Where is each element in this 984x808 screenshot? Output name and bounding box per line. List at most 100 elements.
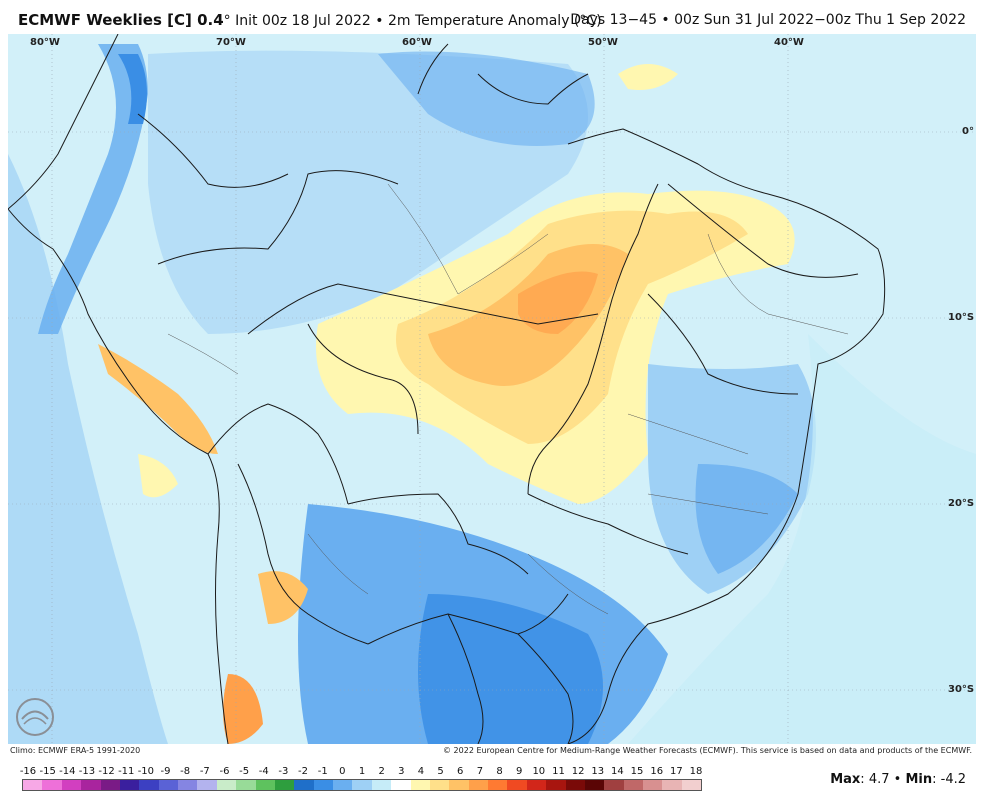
- colorbar-swatch: [178, 780, 198, 790]
- lat-label-10s: 10°S: [948, 312, 975, 323]
- colorbar-swatch: [216, 780, 237, 790]
- colorbar-swatch: [507, 780, 527, 790]
- colorbar-tick-label: -13: [78, 766, 96, 777]
- colorbar-tick-label: 16: [650, 766, 664, 777]
- colorbar-tick-label: 2: [378, 766, 385, 777]
- anomaly-zone-central-dark-orange: [518, 271, 598, 334]
- colorbar-swatch: [42, 780, 62, 790]
- lon-label-80w: 80°W: [30, 37, 60, 48]
- colorbar-tick-label: -15: [39, 766, 56, 777]
- colorbar-tick-label: 10: [532, 766, 546, 777]
- anomaly-zone-east-coast-cold: [695, 464, 798, 574]
- colorbar-tick-label: -4: [258, 766, 269, 777]
- colorbar-tick-label: 14: [611, 766, 624, 777]
- colorbar-tick-label: -6: [219, 766, 230, 777]
- colorbar-tick-label: 12: [571, 766, 585, 777]
- colorbar-swatch: [294, 780, 314, 790]
- graticule: [8, 34, 976, 744]
- anomaly-zone-peru-warm: [98, 344, 218, 454]
- colorbar-tick-label: -16: [19, 766, 37, 777]
- anomaly-zone-argentina-south-warm: [223, 674, 263, 744]
- colorbar-swatch: [662, 780, 682, 790]
- logo-graphic: [16, 698, 54, 736]
- anomaly-zone-north-blue: [378, 51, 595, 146]
- max-min-stats: Max: 4.7 • Min: -4.2: [830, 772, 966, 787]
- colorbar-tick-label: 15: [630, 766, 644, 777]
- title-degree: °: [223, 13, 231, 29]
- colorbar-tick-label: -8: [180, 766, 191, 777]
- valid-range: Days 13−45 • 00z Sun 31 Jul 2022−00z Thu…: [570, 12, 966, 28]
- colorbar-tick-label: 6: [457, 766, 464, 777]
- colorbar-tick-label: 13: [591, 766, 605, 777]
- colorbar-swatch: [449, 780, 469, 790]
- anomaly-zone-argentina-warm: [258, 571, 308, 624]
- colorbar-tick-label: 1: [358, 766, 366, 777]
- lat-label-30s: 30°S: [948, 684, 975, 695]
- map-title: ECMWF Weeklies [C] 0.4° Init 00z 18 Jul …: [18, 11, 602, 29]
- colorbar-tick-label: -10: [137, 766, 155, 777]
- colorbar-legend: -16 -15 -14 -13 -12 -11 -10 -9 -8 -7 -6 -5 -4 -3 -2 -1 0…: [19, 766, 703, 792]
- map-panel[interactable]: 80°W 70°W 60°W 50°W 40°W 0° 10°S 20°S 30…: [8, 34, 976, 744]
- colorbar-swatch: [313, 780, 333, 790]
- title-description: Init 00z 18 Jul 2022 • 2m Temperature An…: [230, 13, 602, 29]
- colorbar-tick-label: -1: [317, 766, 328, 777]
- colorbar-swatch: [681, 780, 702, 790]
- colorbar-swatch: [23, 780, 43, 790]
- colorbar-swatches: [22, 779, 702, 791]
- colorbar-tick-label: 9: [515, 766, 523, 777]
- anomaly-zone-andes-deep-cold: [118, 54, 147, 124]
- colorbar-swatch: [604, 780, 624, 790]
- colorbar-swatch: [119, 780, 140, 790]
- colorbar-swatch: [623, 780, 643, 790]
- colorbar-swatch: [100, 780, 120, 790]
- colorbar-labels: -16 -15 -14 -13 -12 -11 -10 -9 -8 -7 -6 -5 -4 -3 -2 -1 0…: [19, 766, 703, 778]
- lat-label-0: 0°: [962, 126, 974, 137]
- lon-label-50w: 50°W: [588, 37, 618, 48]
- state-borders: [167, 183, 849, 615]
- colorbar-swatch: [81, 780, 101, 790]
- lon-label-40w: 40°W: [774, 37, 804, 48]
- max-label: Max: [830, 772, 861, 787]
- stats-separator: •: [893, 772, 902, 787]
- colorbar-swatch: [565, 780, 585, 790]
- colorbar-swatch: [526, 780, 547, 790]
- colorbar-swatch: [391, 780, 411, 790]
- colorbar-tick-label: -11: [118, 766, 135, 777]
- anomaly-zone-amapa-warm: [618, 64, 678, 90]
- colorbar-tick-label: 11: [552, 766, 565, 777]
- colorbar-tick-label: 17: [669, 766, 683, 777]
- colorbar-tick-label: 4: [417, 766, 425, 777]
- lon-label-70w: 70°W: [216, 37, 246, 48]
- colorbar-tick-label: 8: [496, 766, 503, 777]
- lon-label-60w: 60°W: [402, 37, 432, 48]
- colorbar-swatch: [158, 780, 178, 790]
- colorbar-tick-label: -7: [199, 766, 210, 777]
- colorbar-swatch: [255, 780, 275, 790]
- anomaly-zone-atlantic-cyan: [628, 334, 976, 744]
- copyright-note: © 2022 European Centre for Medium-Range …: [443, 746, 972, 755]
- min-label: Min: [905, 772, 933, 787]
- colorbar-tick-label: 5: [437, 766, 444, 777]
- max-value: 4.7: [868, 772, 890, 787]
- colorbar-tick-label: -14: [59, 766, 76, 777]
- colorbar-swatch: [468, 780, 488, 790]
- colorbar-tick-label: -2: [298, 766, 309, 777]
- colorbar-swatch: [643, 780, 663, 790]
- country-borders: [8, 34, 886, 744]
- anomaly-zone-pacific-yellow: [138, 454, 178, 498]
- colorbar-tick-label: 0: [339, 766, 346, 777]
- colorbar-swatch: [274, 780, 295, 790]
- anomaly-zone-south-deep-cold: [418, 594, 603, 744]
- colorbar-swatch: [61, 780, 82, 790]
- colorbar-swatch: [429, 780, 450, 790]
- colorbar-tick-label: -12: [98, 766, 115, 777]
- lat-label-20s: 20°S: [948, 498, 975, 509]
- title-model: ECMWF Weeklies [C] 0.4: [18, 11, 224, 29]
- colorbar-tick-label: 7: [476, 766, 484, 777]
- colorbar-swatch: [584, 780, 605, 790]
- colorbar-swatch: [197, 780, 217, 790]
- colorbar-tick-label: -5: [239, 766, 250, 777]
- colorbar-tick-label: 3: [398, 766, 405, 777]
- colorbar-tick-label: -3: [278, 766, 289, 777]
- colorbar-tick-label: -9: [160, 766, 171, 777]
